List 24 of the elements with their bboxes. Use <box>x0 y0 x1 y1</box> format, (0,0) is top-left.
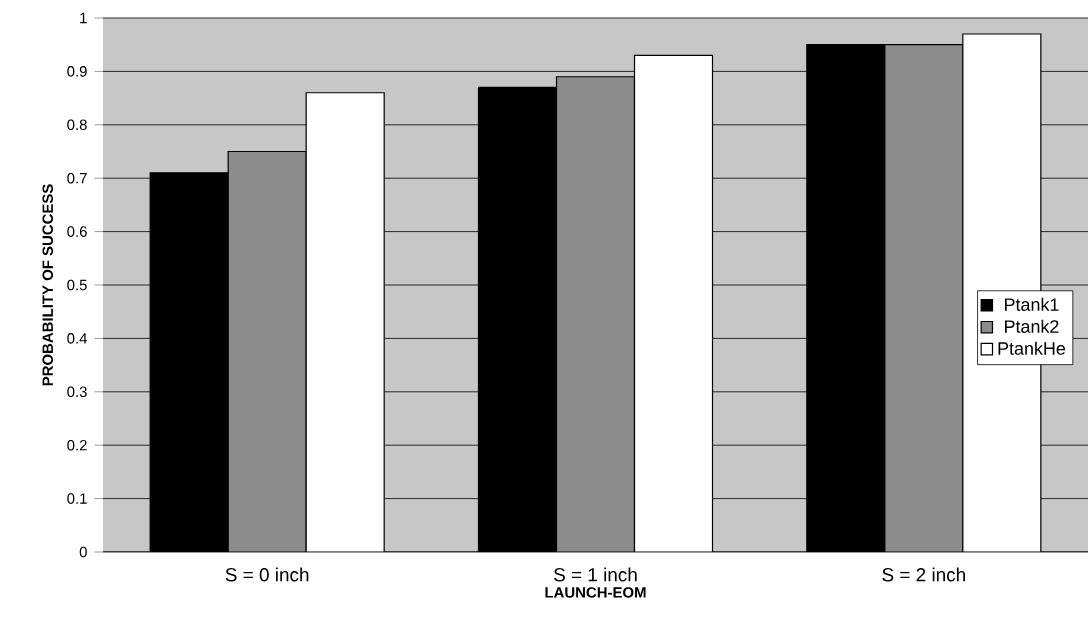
x-tick-label: S = 2 inch <box>882 567 965 582</box>
bar <box>884 44 964 552</box>
y-tick-label: 0.3 <box>67 386 87 398</box>
y-tick-label: 0.8 <box>67 119 87 131</box>
bar <box>555 76 636 552</box>
legend-label: PtankHe <box>998 341 1066 355</box>
y-tick-label: 0 <box>79 546 87 558</box>
legend-label: Ptank2 <box>1005 319 1059 333</box>
y-tick-label: 0.2 <box>67 439 87 451</box>
x-tick-label: S = 0 inch <box>225 567 309 582</box>
y-tick-label: 0.6 <box>67 226 87 237</box>
bar <box>227 150 307 552</box>
y-tick-label: 0.1 <box>67 493 87 504</box>
y-tick-label: 0.7 <box>67 172 87 184</box>
y-tick-label: 0.4 <box>67 333 88 344</box>
y-axis-title: PROBABILITY OF SUCCESS <box>42 184 54 386</box>
y-tick-label: 0.9 <box>67 66 87 77</box>
bar <box>633 54 714 552</box>
x-axis-title: LAUNCH-EOM <box>545 587 646 598</box>
y-tick-label: 0.5 <box>67 279 87 291</box>
x-tick-label: S = 1 inch <box>554 567 637 582</box>
legend-label: Ptank1 <box>1005 297 1059 311</box>
y-tick-label: 1 <box>80 12 87 24</box>
bar <box>305 92 385 552</box>
